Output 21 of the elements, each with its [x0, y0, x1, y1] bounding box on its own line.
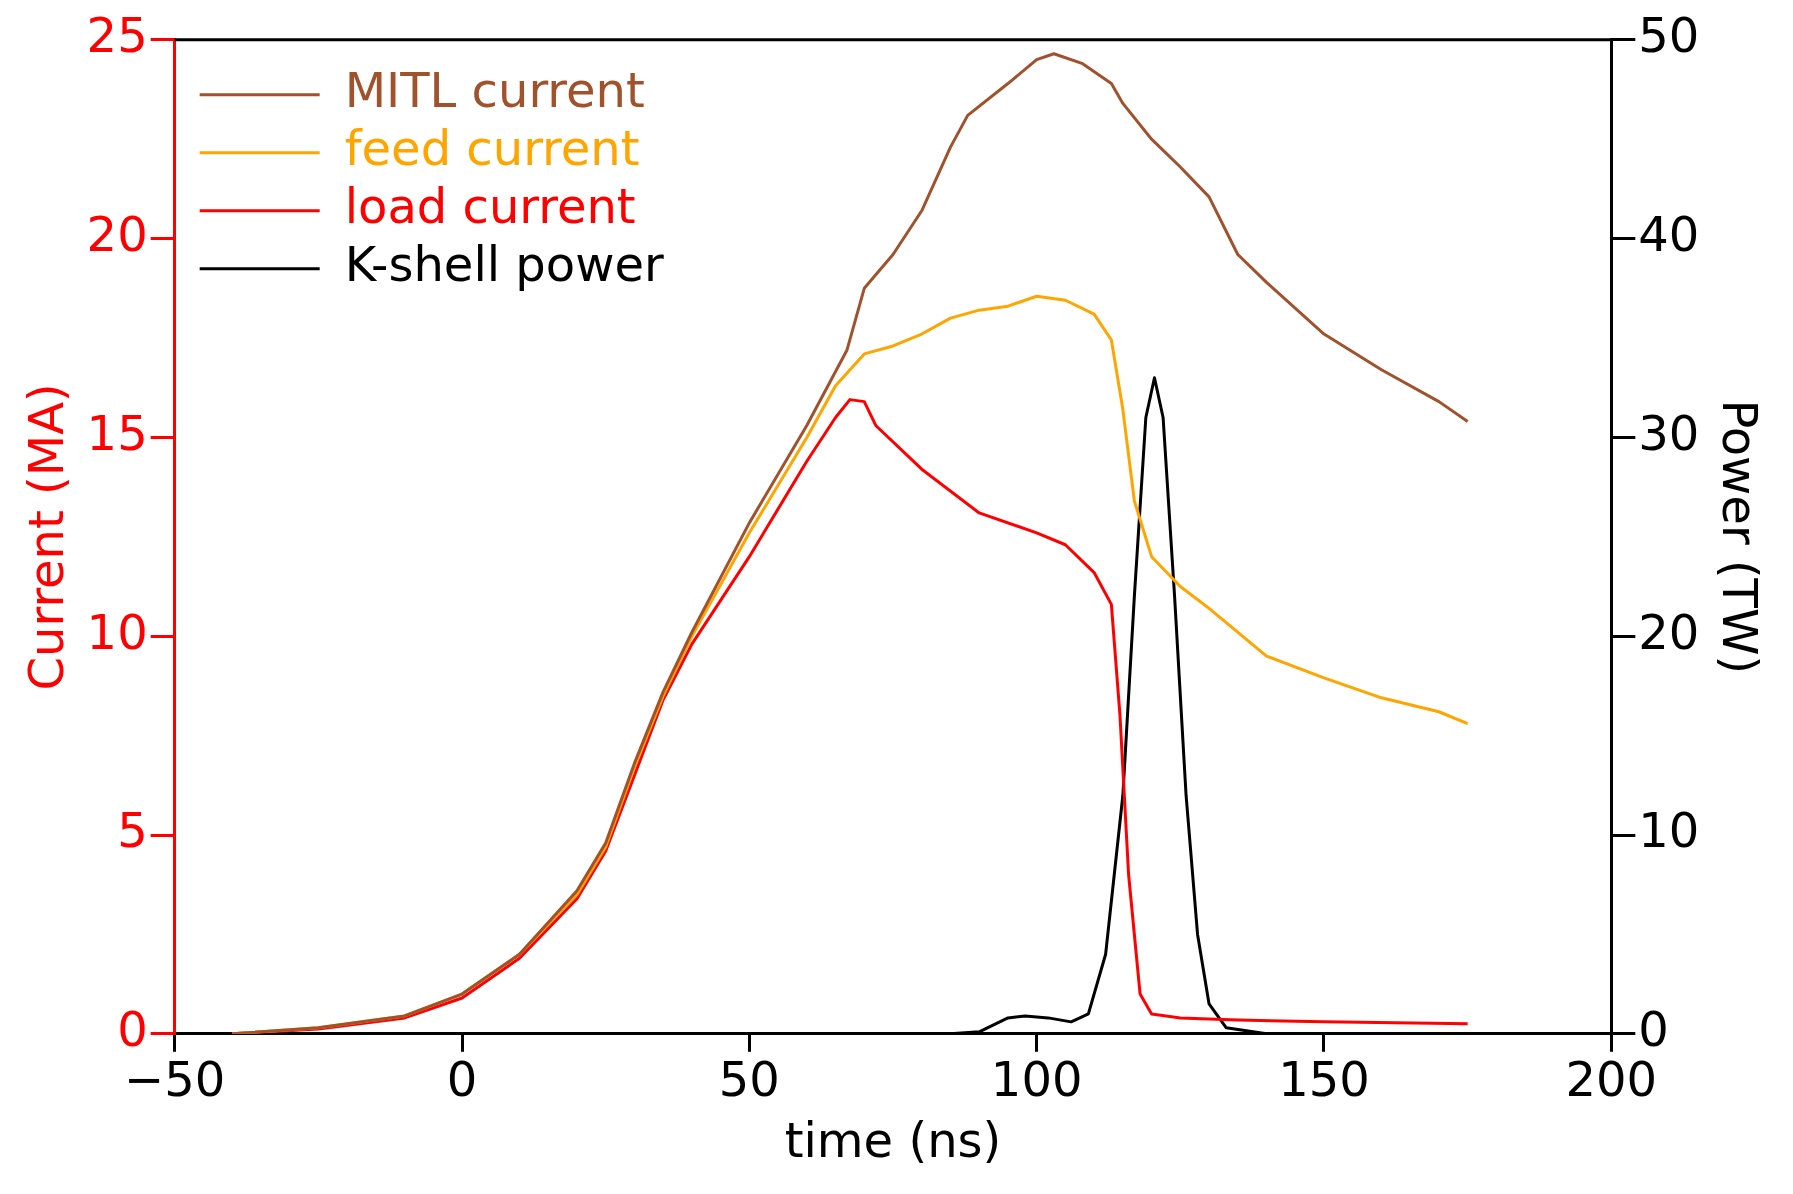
x-tick-label: 0 — [446, 1051, 478, 1108]
y-tick-label: 20 — [86, 206, 148, 263]
y-tick-label: 15 — [86, 404, 148, 461]
legend-label: load current — [344, 178, 636, 235]
x-axis-title: time (ns) — [784, 1111, 1002, 1168]
y2-axis-title: Power (TW) — [1711, 399, 1768, 675]
y-axis-title: Current (MA) — [18, 383, 75, 691]
y-tick-label: 10 — [86, 603, 148, 660]
y2-tick-label: 30 — [1638, 404, 1700, 461]
y2-tick-label: 20 — [1638, 603, 1700, 660]
y2-tick-label: 50 — [1638, 7, 1700, 64]
y-tick-label: 5 — [117, 802, 148, 859]
x-tick-label: 150 — [1278, 1051, 1370, 1108]
y2-tick-label: 10 — [1638, 802, 1700, 859]
y2-tick-label: 40 — [1638, 206, 1700, 263]
x-tick-label: 50 — [718, 1051, 780, 1108]
legend-label: feed current — [344, 120, 640, 177]
x-tick-label: 100 — [990, 1051, 1083, 1108]
legend-label: MITL current — [344, 62, 645, 119]
legend-label: K-shell power — [344, 236, 664, 293]
y-tick-label: 25 — [86, 7, 148, 64]
